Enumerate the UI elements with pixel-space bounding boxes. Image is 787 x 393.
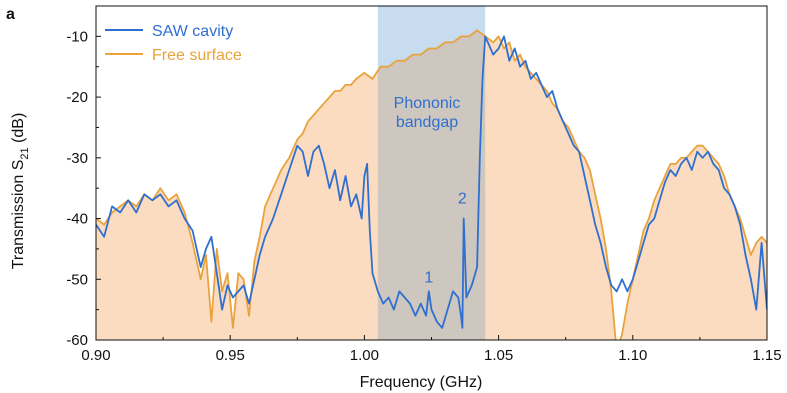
y-tick-label: -50 (66, 271, 88, 288)
mode-annotation: 1 (424, 269, 433, 286)
mode-annotation: 2 (458, 190, 467, 207)
x-tick-label: 0.95 (216, 347, 245, 364)
y-tick-label: -10 (66, 28, 88, 45)
bandgap-label: Phononic bandgap (394, 95, 461, 131)
series-line-free-surface (96, 29, 767, 340)
x-tick-label: 1.05 (484, 347, 513, 364)
y-axis-label: Transmission S21 (dB) (10, 113, 31, 270)
plot-area (96, 6, 767, 340)
x-tick-label: 0.90 (81, 347, 110, 364)
x-tick-label: 1.10 (618, 347, 647, 364)
x-tick-label: 1.15 (752, 347, 781, 364)
y-axis-label-subscript: 21 (19, 147, 31, 159)
legend-label-saw-cavity: SAW cavity (152, 23, 233, 40)
legend: SAW cavity Free surface (105, 23, 242, 64)
bandgap-overlap-fill (377, 30, 486, 340)
y-tick-label: -30 (66, 150, 88, 167)
bandgap-label-line1: Phononic (394, 95, 461, 112)
y-tick-label: -60 (66, 332, 88, 349)
axes: 0.90 0.95 1.00 1.05 1.10 1.15 -10 -20 -30 -40 -50 -… (66, 5, 782, 364)
legend-label-free-surface: Free surface (152, 47, 242, 64)
y-tick-label: -40 (66, 211, 88, 228)
x-axis-label: Frequency (GHz) (360, 374, 483, 391)
panel-label: a (6, 6, 15, 23)
x-tick-label: 1.00 (350, 347, 379, 364)
series-line-saw-cavity (96, 35, 767, 329)
mode-annotations: 12 (424, 190, 467, 286)
bandgap-label-line2: bandgap (396, 114, 458, 131)
y-axis-label-main: Transmission S (10, 160, 27, 270)
y-axis-label-unit: (dB) (10, 113, 27, 148)
y-tick-label: -20 (66, 89, 88, 106)
